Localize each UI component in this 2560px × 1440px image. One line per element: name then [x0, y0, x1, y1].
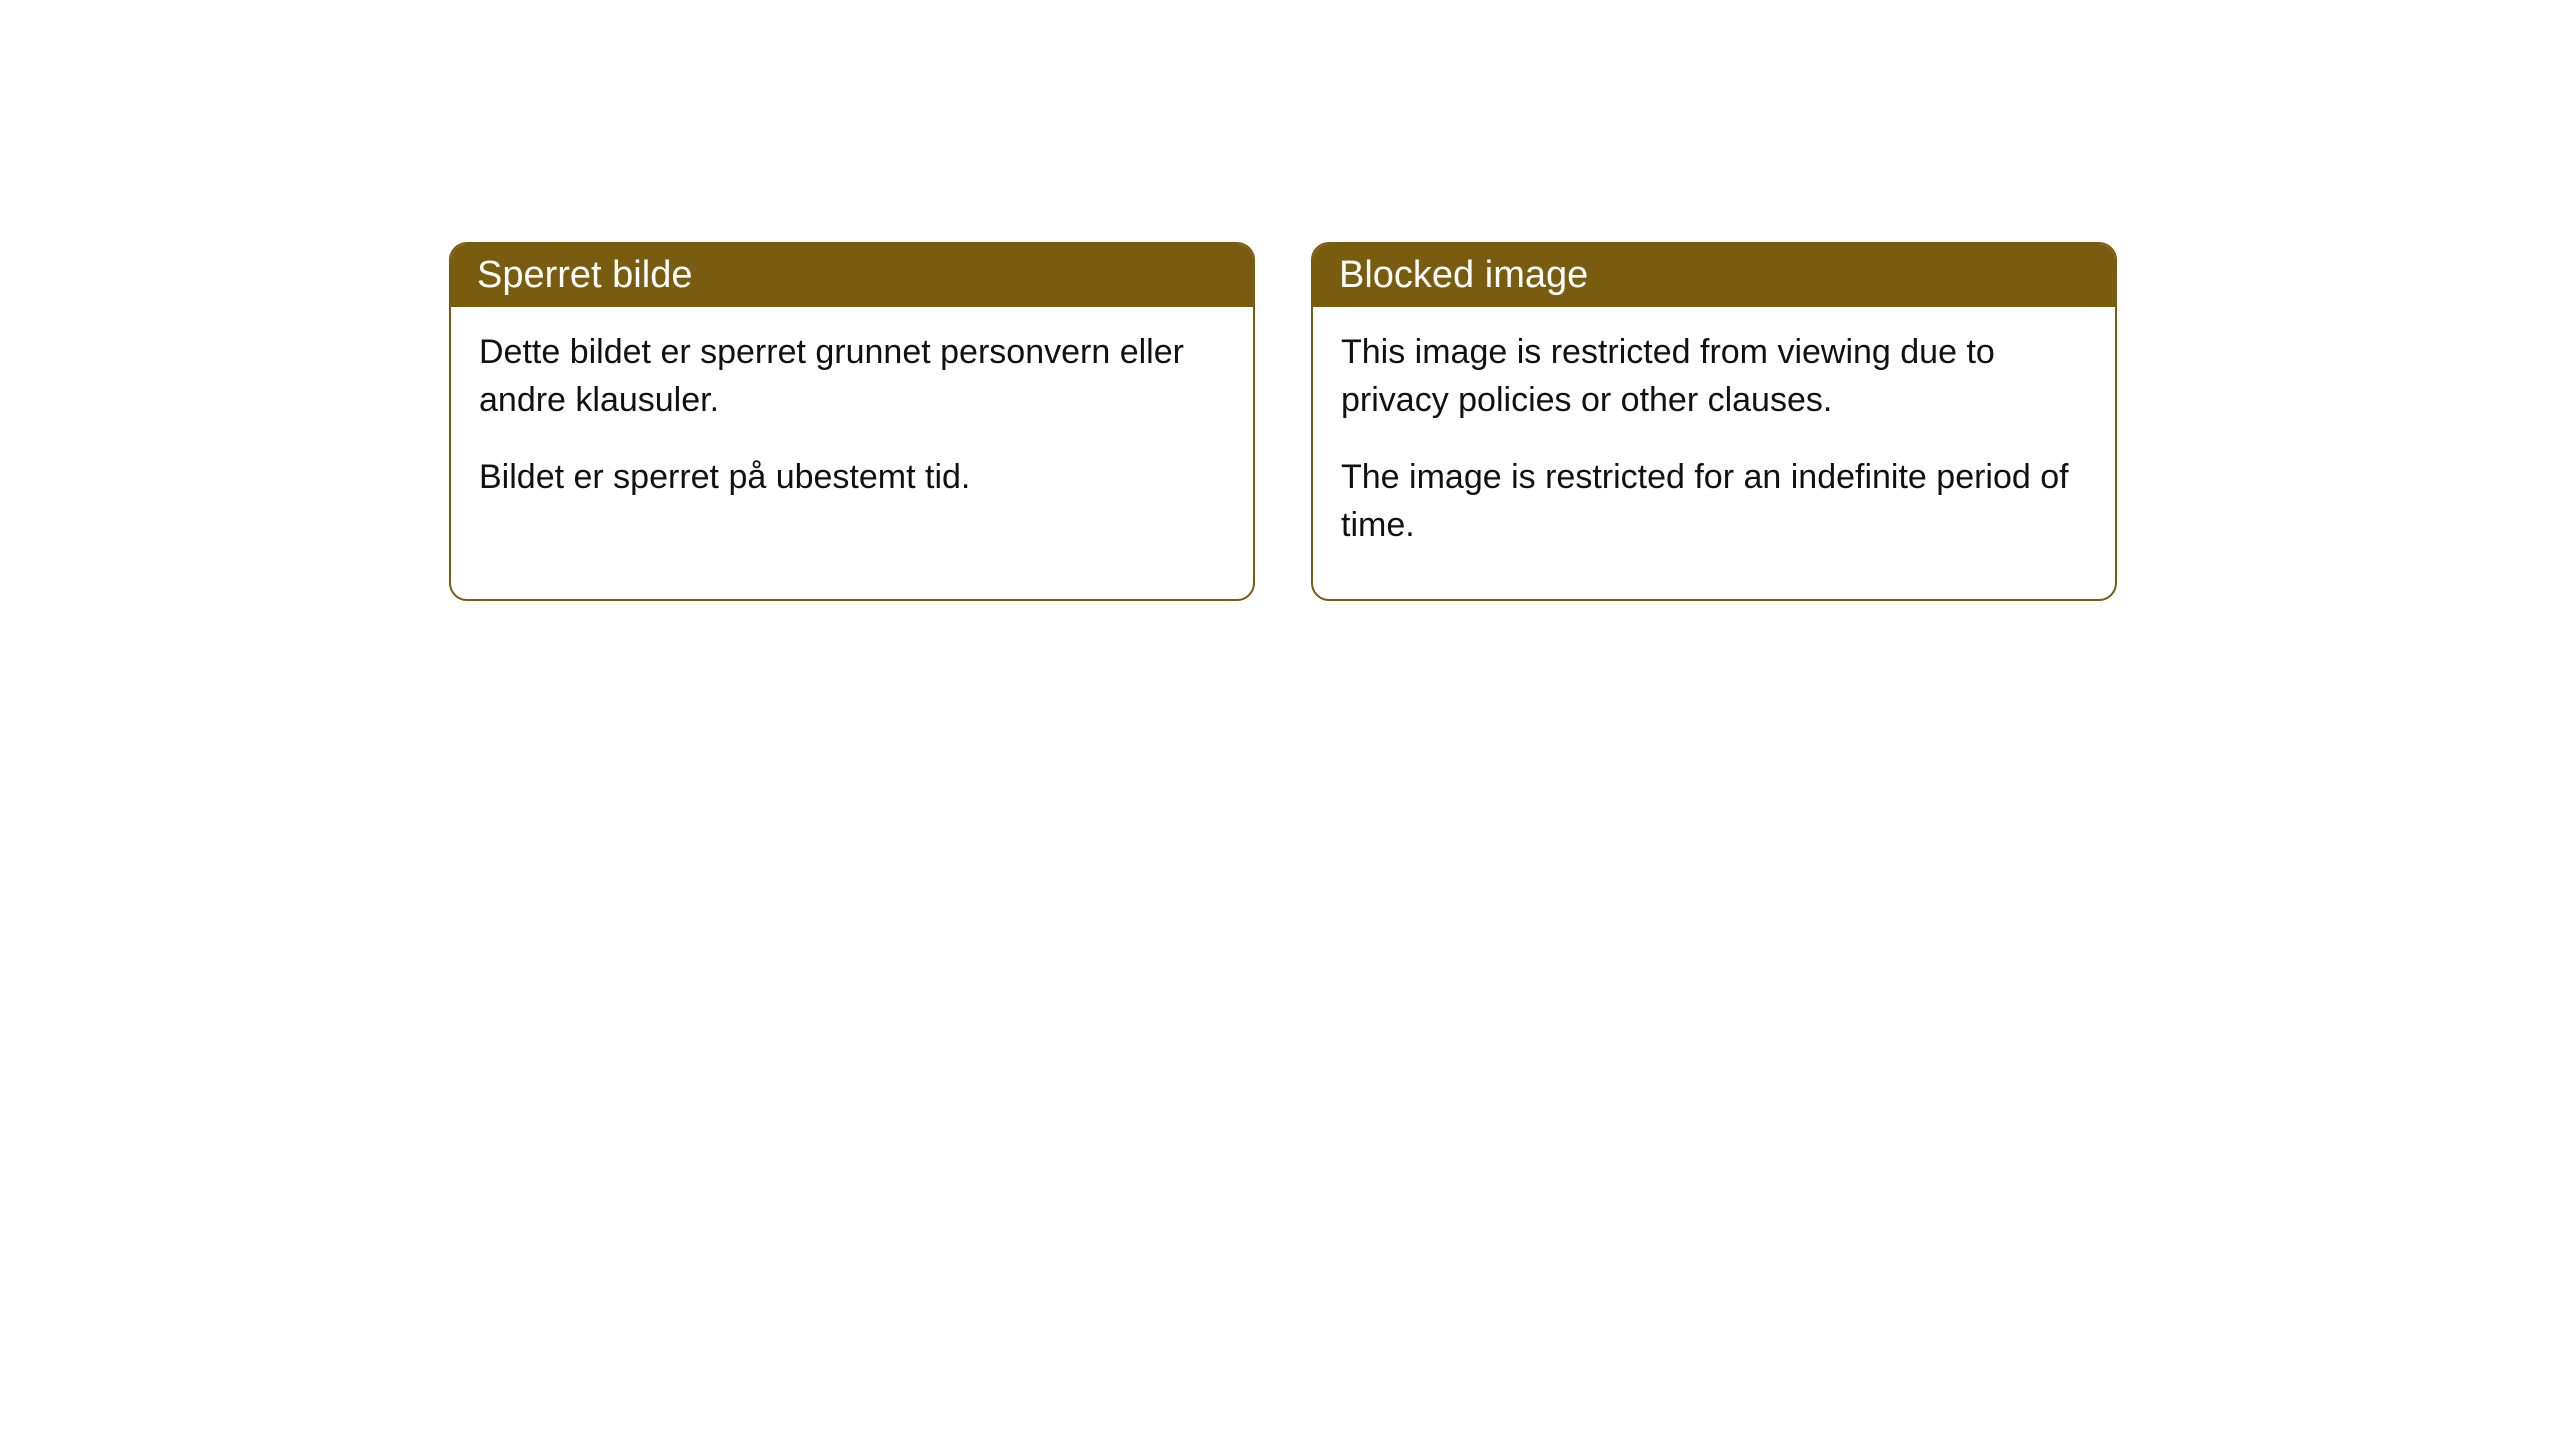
- blocked-image-card-norwegian: Sperret bilde Dette bildet er sperret gr…: [449, 242, 1255, 601]
- notice-cards-container: Sperret bilde Dette bildet er sperret gr…: [449, 242, 2117, 601]
- card-title: Sperret bilde: [477, 254, 692, 296]
- card-header-english: Blocked image: [1313, 244, 2115, 307]
- card-paragraph: The image is restricted for an indefinit…: [1341, 454, 2087, 549]
- card-title: Blocked image: [1339, 254, 1588, 296]
- card-body-norwegian: Dette bildet er sperret grunnet personve…: [451, 307, 1253, 552]
- card-paragraph: This image is restricted from viewing du…: [1341, 329, 2087, 424]
- card-paragraph: Dette bildet er sperret grunnet personve…: [479, 329, 1225, 424]
- blocked-image-card-english: Blocked image This image is restricted f…: [1311, 242, 2117, 601]
- card-header-norwegian: Sperret bilde: [451, 244, 1253, 307]
- card-paragraph: Bildet er sperret på ubestemt tid.: [479, 454, 1225, 502]
- card-body-english: This image is restricted from viewing du…: [1313, 307, 2115, 599]
